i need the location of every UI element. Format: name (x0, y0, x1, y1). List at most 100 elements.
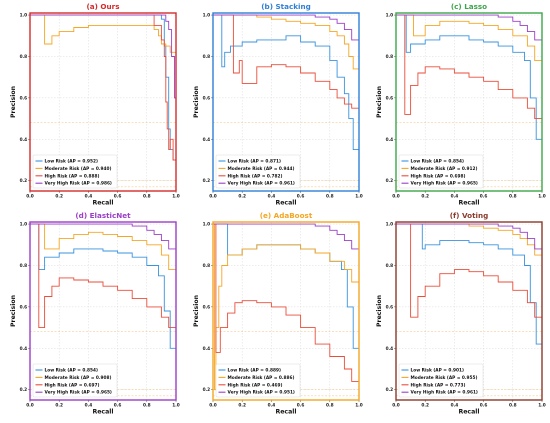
panel-frame (395, 221, 543, 401)
x-tick-label: 0.0 (392, 194, 400, 200)
legend-label-very-high: Very High Risk (AP = 0.961) (411, 390, 478, 396)
x-tick-label: 0.2 (421, 194, 429, 200)
legend-box (398, 363, 484, 398)
series-line-high (213, 14, 360, 129)
y-axis-label: Precision (376, 295, 383, 327)
x-axis-label: Recall (458, 409, 479, 416)
y-tick-label: 0.2 (20, 387, 28, 393)
x-tick-label: 0.0 (209, 194, 217, 200)
x-tick-label: 0.2 (238, 403, 246, 409)
y-tick-label: 0.2 (203, 178, 211, 184)
x-tick-label: 0.6 (114, 194, 122, 200)
x-axis-label: Recall (92, 200, 113, 207)
x-tick-label: 1.0 (538, 194, 546, 200)
x-tick-label: 0.4 (451, 194, 459, 200)
series-line-moderate (396, 14, 543, 86)
y-tick-label: 0.4 (203, 346, 211, 352)
legend-label-high: High Risk (AP = 0.888) (45, 173, 100, 179)
panel-title: (e) AdaBoost (260, 211, 313, 220)
y-tick-label: 0.4 (203, 137, 211, 143)
series-line-moderate (213, 223, 360, 391)
y-tick-label: 1.0 (203, 13, 211, 19)
legend-box (398, 154, 484, 189)
x-tick-label: 0.8 (509, 403, 517, 409)
legend-label-very-high: Very High Risk (AP = 0.961) (228, 181, 295, 187)
legend-label-low: Low Risk (AP = 0.854) (411, 159, 464, 165)
legend-label-moderate: Moderate Risk (AP = 0.886) (228, 375, 295, 381)
x-tick-label: 0.4 (451, 403, 459, 409)
y-tick-label: 0.6 (386, 304, 394, 310)
legend-label-moderate: Moderate Risk (AP = 0.908) (45, 375, 112, 381)
legend-label-very-high: Very High Risk (AP = 0.951) (228, 390, 295, 396)
series-line-very-high (30, 14, 177, 99)
chart-panel-4: (d) ElasticNet 0.0 0.2 0.4 0.6 0.8 1.0 0.2 0.4 0.… (10, 211, 180, 416)
legend-label-low: Low Risk (AP = 0.871) (228, 159, 281, 165)
x-axis-label: Recall (458, 200, 479, 207)
panel-title: (f) Voting (450, 211, 488, 220)
series-line-low (30, 223, 177, 382)
x-tick-label: 1.0 (355, 194, 363, 200)
series-line-high (396, 223, 543, 338)
series-line-high (396, 14, 543, 144)
panel-frame (212, 221, 360, 401)
legend-label-very-high: Very High Risk (AP = 0.965) (45, 390, 112, 396)
x-tick-label: 0.6 (297, 194, 305, 200)
y-tick-label: 0.8 (20, 54, 28, 60)
x-axis-label: Recall (92, 409, 113, 416)
y-tick-label: 0.6 (203, 95, 211, 101)
y-tick-label: 0.6 (20, 95, 28, 101)
x-tick-label: 1.0 (172, 403, 180, 409)
legend-label-low: Low Risk (AP = 0.854) (45, 368, 98, 374)
series-line-moderate (213, 14, 360, 82)
x-tick-label: 0.6 (480, 194, 488, 200)
x-tick-label: 1.0 (538, 403, 546, 409)
legend-label-very-high: Very High Risk (AP = 0.986) (45, 181, 112, 187)
y-tick-label: 1.0 (386, 13, 394, 19)
panel-frame (29, 12, 177, 192)
y-tick-label: 0.2 (20, 178, 28, 184)
y-tick-label: 0.6 (20, 304, 28, 310)
x-tick-label: 1.0 (172, 194, 180, 200)
y-tick-label: 0.6 (203, 304, 211, 310)
panel-title: (b) Stacking (261, 2, 310, 11)
series-line-moderate (30, 223, 177, 299)
y-tick-label: 0.2 (203, 387, 211, 393)
x-tick-label: 0.6 (480, 403, 488, 409)
y-tick-label: 0.4 (386, 346, 394, 352)
y-tick-label: 0.8 (203, 54, 211, 60)
legend-box (215, 154, 301, 189)
legend-label-low: Low Risk (AP = 0.901) (411, 368, 464, 374)
y-tick-label: 1.0 (203, 222, 211, 228)
panel-title: (d) ElasticNet (75, 211, 131, 220)
y-tick-label: 0.8 (203, 263, 211, 269)
x-tick-label: 0.8 (509, 194, 517, 200)
panel-frame (29, 221, 177, 401)
panel-frame (395, 12, 543, 192)
chart-panel-3: (c) Lasso 0.0 0.2 0.4 0.6 0.8 1.0 0.2 0.4 0.6 0.8 1… (376, 2, 546, 207)
series-line-moderate (30, 14, 177, 61)
x-tick-label: 0.8 (143, 194, 151, 200)
legend-label-moderate: Moderate Risk (AP = 0.940) (45, 166, 112, 172)
x-tick-label: 0.4 (268, 194, 276, 200)
chart-panel-2: (b) Stacking 0.0 0.2 0.4 0.6 0.8 1.0 0.2 0.4 0.6 0… (193, 2, 363, 207)
y-axis-label: Precision (376, 86, 383, 118)
series-line-very-high (396, 223, 543, 262)
x-tick-label: 0.4 (268, 403, 276, 409)
y-tick-label: 0.8 (386, 54, 394, 60)
y-tick-label: 1.0 (20, 13, 28, 19)
y-tick-label: 0.2 (386, 387, 394, 393)
legend-label-low: Low Risk (AP = 0.889) (228, 368, 281, 374)
x-tick-label: 0.2 (55, 403, 63, 409)
x-tick-label: 0.4 (85, 403, 93, 409)
series-line-high (213, 223, 360, 392)
y-tick-label: 1.0 (20, 222, 28, 228)
legend-label-high: High Risk (AP = 0.469) (228, 382, 283, 388)
series-line-high (30, 223, 177, 355)
legend-label-high: High Risk (AP = 0.698) (411, 173, 466, 179)
panel-frame (212, 12, 360, 192)
y-tick-label: 0.8 (386, 263, 394, 269)
legend-box (32, 363, 118, 398)
series-line-low (213, 14, 360, 181)
series-line-low (396, 14, 543, 167)
